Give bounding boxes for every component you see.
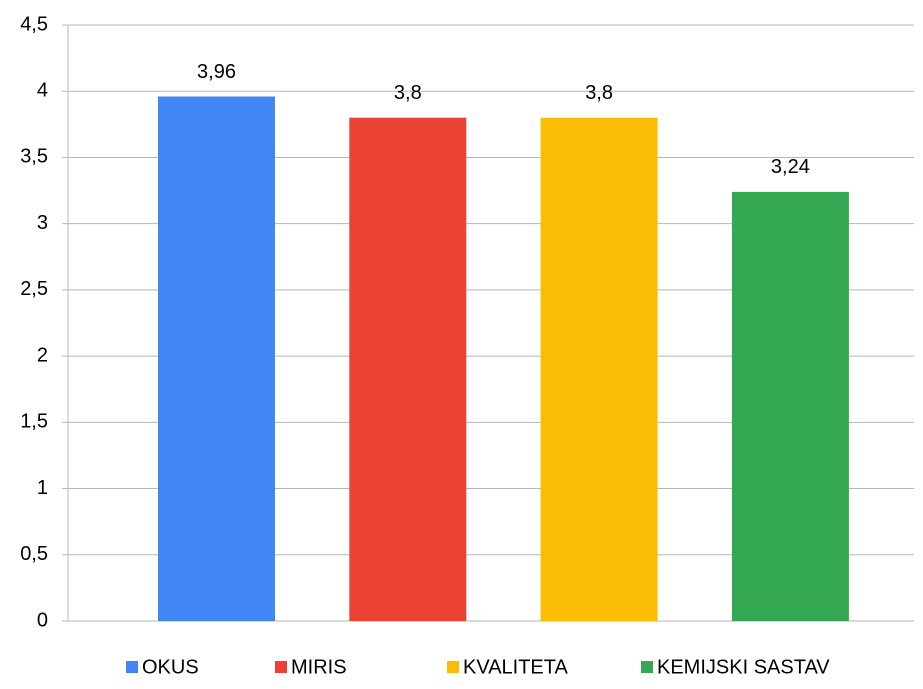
y-tick-label: 1 [37, 477, 48, 499]
bar [349, 117, 467, 621]
y-tick-label: 4 [37, 80, 48, 102]
bar [731, 191, 849, 621]
legend-label: KVALITETA [463, 656, 569, 678]
legend-label: OKUS [142, 656, 199, 678]
data-label: 3,96 [197, 61, 236, 83]
y-tick-label: 0 [37, 609, 48, 631]
legend-label: MIRIS [291, 656, 347, 678]
y-tick-label: 0,5 [20, 543, 48, 565]
y-tick-label: 2 [37, 344, 48, 366]
y-tick-label: 3 [37, 212, 48, 234]
data-label: 3,8 [394, 82, 422, 104]
y-tick-label: 3,5 [20, 146, 48, 168]
legend-label: KEMIJSKI SASTAV [657, 656, 830, 678]
legend-swatch [126, 661, 138, 673]
data-label: 3,8 [585, 82, 613, 104]
y-tick-label: 4,5 [20, 13, 48, 35]
bar [158, 96, 275, 621]
y-tick-label: 1,5 [20, 411, 48, 433]
legend-swatch [641, 661, 653, 673]
legend-swatch [447, 661, 459, 673]
data-label: 3,24 [771, 156, 810, 178]
bar [540, 117, 658, 621]
legend-swatch [275, 661, 287, 673]
y-tick-label: 2,5 [20, 278, 48, 300]
